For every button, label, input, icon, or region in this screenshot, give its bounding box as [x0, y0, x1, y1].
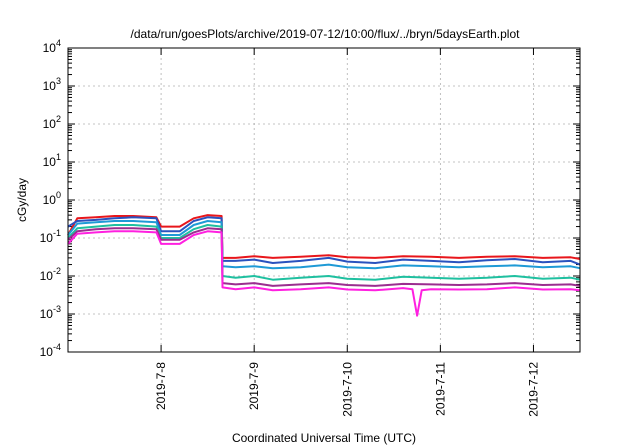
x-tick-label: 2019-7-10 — [340, 362, 354, 417]
series-lines — [67, 214, 581, 317]
series-line-3 — [67, 220, 581, 270]
chart-title: /data/run/goesPlots/archive/2019-07-12/1… — [131, 27, 521, 41]
x-axis: 2019-7-8 2019-7-9 2019-7-10 2019-7-11 2019-7… — [154, 48, 540, 417]
x-axis-label: Coordinated Universal Time (UTC) — [232, 431, 416, 445]
series-line-1 — [67, 214, 581, 260]
y-tick-label: 100 — [43, 190, 61, 207]
y-axis-label: cGy/day — [15, 178, 29, 222]
y-tick-label: 102 — [43, 114, 61, 131]
y-tick-label: 101 — [43, 152, 61, 169]
x-tick-label: 2019-7-11 — [433, 362, 447, 416]
series-line-2 — [67, 216, 581, 266]
y-tick-label: 103 — [43, 76, 61, 93]
x-tick-label: 2019-7-12 — [526, 362, 540, 417]
y-tick-label: 10-2 — [40, 266, 61, 283]
y-tick-label: 10-1 — [40, 228, 61, 245]
x-tick-label: 2019-7-9 — [247, 362, 261, 410]
y-tick-label: 10-3 — [40, 304, 61, 321]
x-tick-label: 2019-7-8 — [154, 362, 168, 410]
grid-lines — [68, 48, 580, 352]
y-tick-label: 104 — [43, 38, 61, 55]
series-line-4 — [67, 224, 581, 281]
series-line-6 — [67, 230, 581, 317]
series-line-5 — [67, 227, 581, 287]
y-tick-label: 10-4 — [40, 342, 61, 359]
plot-frame — [67, 47, 581, 353]
